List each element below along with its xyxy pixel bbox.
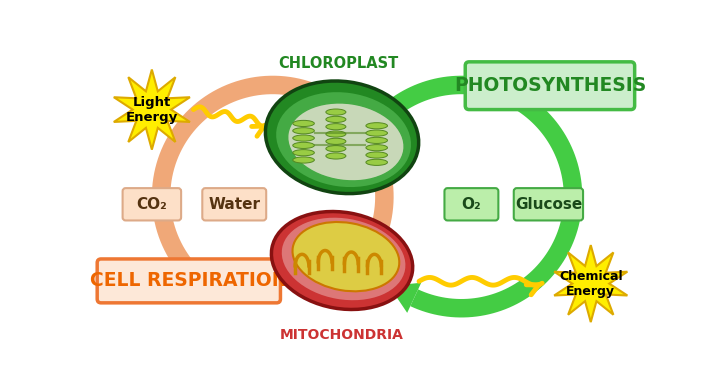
Polygon shape bbox=[389, 283, 421, 313]
FancyBboxPatch shape bbox=[444, 188, 498, 221]
Ellipse shape bbox=[326, 109, 346, 115]
Ellipse shape bbox=[293, 150, 315, 156]
Polygon shape bbox=[392, 76, 582, 317]
Text: PHOTOSYNTHESIS: PHOTOSYNTHESIS bbox=[454, 76, 646, 95]
Ellipse shape bbox=[292, 222, 400, 291]
Polygon shape bbox=[554, 245, 627, 322]
Ellipse shape bbox=[293, 142, 315, 149]
Ellipse shape bbox=[326, 116, 346, 122]
Ellipse shape bbox=[293, 128, 315, 134]
Text: MITOCHONDRIA: MITOCHONDRIA bbox=[280, 328, 404, 342]
FancyBboxPatch shape bbox=[514, 188, 583, 221]
Text: Glucose: Glucose bbox=[515, 197, 582, 212]
Text: CHLOROPLAST: CHLOROPLAST bbox=[278, 56, 398, 71]
Ellipse shape bbox=[276, 92, 411, 187]
Ellipse shape bbox=[293, 135, 315, 141]
Ellipse shape bbox=[266, 81, 419, 194]
Ellipse shape bbox=[326, 146, 346, 152]
FancyBboxPatch shape bbox=[465, 62, 634, 110]
Ellipse shape bbox=[271, 212, 413, 310]
Polygon shape bbox=[114, 70, 190, 150]
Ellipse shape bbox=[326, 153, 346, 159]
Ellipse shape bbox=[366, 152, 387, 158]
Polygon shape bbox=[152, 76, 394, 289]
Ellipse shape bbox=[366, 159, 387, 165]
FancyBboxPatch shape bbox=[202, 188, 266, 221]
Ellipse shape bbox=[288, 103, 404, 181]
Ellipse shape bbox=[366, 137, 387, 144]
FancyBboxPatch shape bbox=[122, 188, 181, 221]
Text: CELL RESPIRATION: CELL RESPIRATION bbox=[90, 271, 287, 290]
Ellipse shape bbox=[282, 218, 405, 300]
Ellipse shape bbox=[293, 157, 315, 163]
Text: Chemical
Energy: Chemical Energy bbox=[559, 270, 623, 298]
Ellipse shape bbox=[326, 138, 346, 144]
Ellipse shape bbox=[366, 123, 387, 129]
Polygon shape bbox=[190, 269, 222, 300]
Ellipse shape bbox=[366, 130, 387, 136]
Text: Light
Energy: Light Energy bbox=[126, 96, 178, 123]
FancyBboxPatch shape bbox=[97, 259, 281, 303]
Ellipse shape bbox=[326, 131, 346, 137]
Ellipse shape bbox=[326, 123, 346, 130]
Ellipse shape bbox=[366, 145, 387, 151]
Text: Water: Water bbox=[208, 197, 260, 212]
Ellipse shape bbox=[293, 120, 315, 127]
Text: CO₂: CO₂ bbox=[137, 197, 167, 212]
Text: O₂: O₂ bbox=[462, 197, 481, 212]
